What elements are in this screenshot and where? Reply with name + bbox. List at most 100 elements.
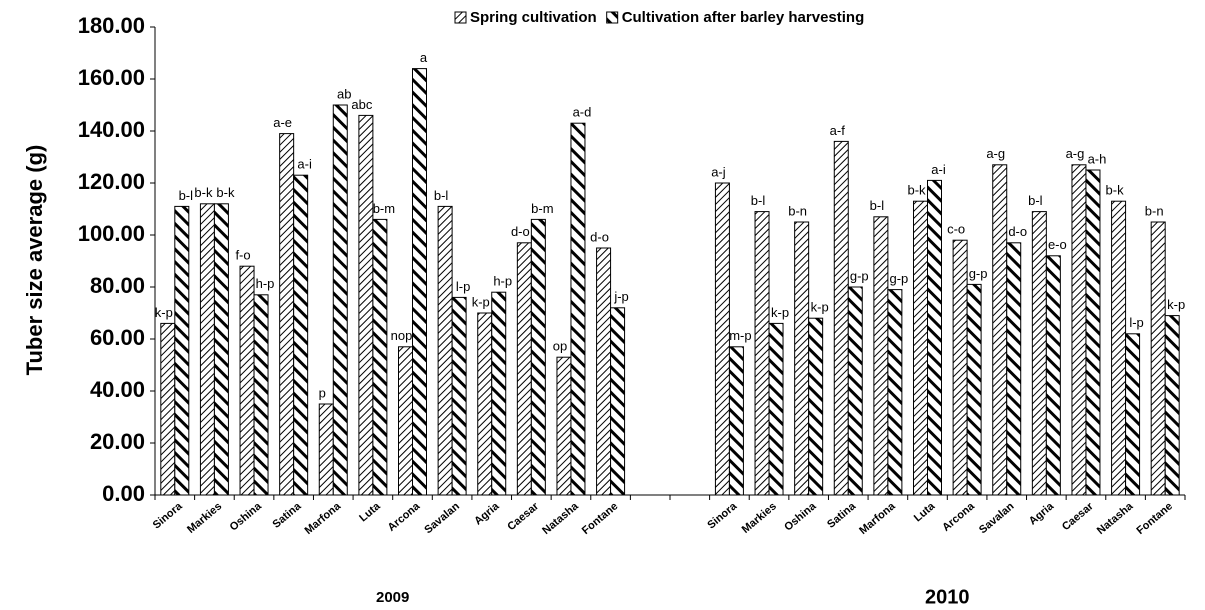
significance-label: a-h [1088, 151, 1107, 166]
bar [1031, 211, 1047, 496]
legend-label: Spring cultivation [470, 9, 597, 26]
y-tick-label: 140.00 [78, 117, 145, 142]
x-tick-label: Satina [825, 500, 859, 531]
y-tick-label: 160.00 [78, 65, 145, 90]
bar [318, 403, 334, 496]
significance-label: j-p [613, 289, 628, 304]
bar [966, 283, 982, 496]
significance-label: m-p [729, 328, 751, 343]
x-tick-label: Oshina [228, 500, 265, 534]
x-tick-label: Natasha [540, 500, 581, 537]
significance-label: g-p [889, 271, 908, 286]
significance-label: b-l [1028, 193, 1043, 208]
significance-label: a-g [1066, 146, 1085, 161]
significance-label: nop [391, 328, 413, 343]
bar [754, 211, 770, 496]
significance-label: a-i [297, 157, 312, 172]
x-tick-label: Satina [270, 500, 304, 531]
significance-label: b-n [1145, 203, 1164, 218]
y-tick-label: 20.00 [90, 429, 145, 454]
y-tick-label: 120.00 [78, 169, 145, 194]
significance-label: a-j [711, 164, 726, 179]
significance-label: a-f [830, 123, 846, 138]
bar [279, 133, 295, 496]
bar [358, 114, 374, 496]
bar [332, 104, 348, 496]
bar [714, 182, 730, 496]
legend-swatch [454, 11, 467, 24]
significance-label: b-m [531, 201, 553, 216]
significance-label: op [553, 339, 567, 354]
x-tick-label: Markies [185, 500, 224, 536]
bar [1045, 255, 1061, 496]
significance-label: b-n [788, 203, 807, 218]
bar [174, 205, 190, 496]
significance-label: l-p [1129, 315, 1143, 330]
bar [596, 247, 612, 496]
bar [451, 296, 467, 496]
x-tick-label: Marfona [303, 500, 344, 537]
significance-label: k-p [1167, 297, 1185, 312]
bar [412, 68, 427, 496]
significance-label: d-o [590, 229, 609, 244]
x-tick-label: Agria [1027, 500, 1057, 528]
bar [952, 239, 968, 496]
x-tick-label: Savalan [977, 500, 1017, 536]
bar [1125, 333, 1141, 496]
significance-label: b-k [907, 183, 926, 198]
bar [239, 265, 255, 496]
significance-label: g-p [850, 268, 869, 283]
x-tick-label: Marfona [857, 500, 898, 537]
significance-label: l-p [456, 279, 470, 294]
bar [992, 164, 1008, 496]
significance-label: d-o [1008, 224, 1027, 239]
bar [768, 322, 784, 496]
significance-label: b-l [870, 198, 885, 213]
bar [728, 346, 744, 496]
bar [530, 218, 546, 496]
y-tick-label: 180.00 [78, 13, 145, 38]
bar [491, 291, 507, 496]
bar [437, 205, 453, 496]
significance-label: b-k [194, 185, 213, 200]
significance-label: d-o [511, 224, 530, 239]
significance-label: f-o [235, 248, 250, 263]
x-tick-label: Savalan [422, 500, 462, 536]
y-tick-label: 100.00 [78, 221, 145, 246]
significance-label: p [319, 385, 326, 400]
significance-label: a [420, 50, 428, 65]
bar [1085, 169, 1101, 496]
significance-label: h-p [256, 276, 275, 291]
x-tick-label: Luta [912, 500, 938, 525]
bar [372, 218, 388, 496]
significance-label: b-k [1106, 183, 1125, 198]
x-tick-label: Sinora [151, 500, 186, 532]
x-tick-label: Oshina [782, 500, 819, 534]
group-label: 2010 [925, 586, 970, 608]
x-tick-label: Arcona [386, 500, 423, 534]
significance-label: a-g [986, 146, 1005, 161]
significance-label: a-e [273, 115, 292, 130]
significance-label: k-p [811, 300, 829, 315]
legend-swatch [606, 11, 619, 24]
significance-label: ab [337, 86, 351, 101]
bar [887, 289, 903, 496]
significance-label: b-k [216, 185, 235, 200]
bar [847, 286, 863, 496]
significance-label: b-l [751, 193, 766, 208]
y-tick-label: 40.00 [90, 377, 145, 402]
bar [293, 174, 309, 496]
bar [833, 140, 849, 496]
bar [516, 242, 532, 496]
bar [398, 346, 413, 496]
bar [913, 200, 928, 496]
y-tick-label: 0.00 [102, 481, 145, 506]
significance-label: k-p [771, 305, 789, 320]
significance-label: e-o [1048, 237, 1067, 252]
x-tick-label: Fontane [1135, 500, 1175, 537]
significance-label: k-p [155, 305, 173, 320]
significance-label: a-i [931, 162, 946, 177]
x-tick-label: Arcona [940, 500, 977, 534]
significance-label: b-l [179, 188, 194, 203]
